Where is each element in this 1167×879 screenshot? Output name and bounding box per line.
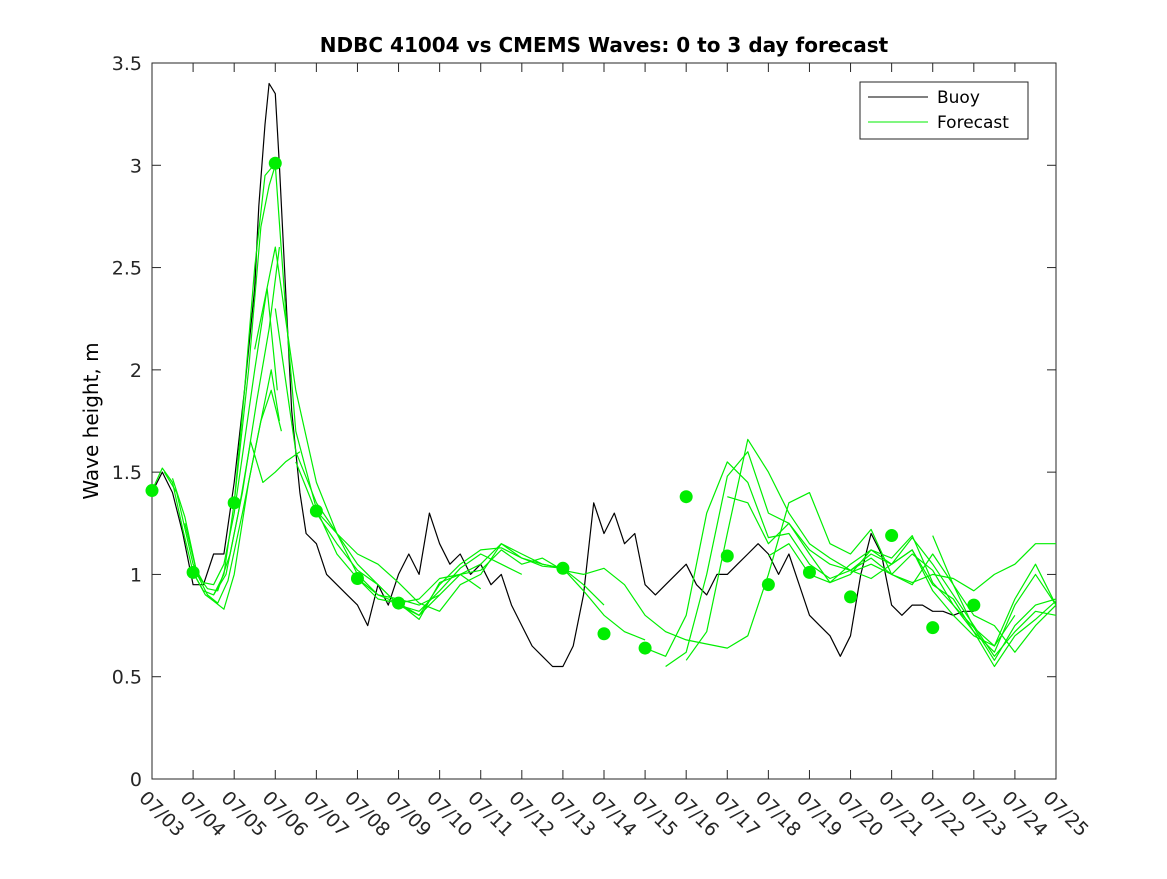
forecast-series-line: [685, 438, 1056, 668]
forecast-start-marker: [309, 504, 323, 518]
legend-label-forecast: Forecast: [937, 113, 1009, 133]
plot-area: [151, 62, 1057, 780]
forecast-start-marker: [885, 529, 899, 543]
forecast-series-line: [184, 369, 280, 604]
forecast-start-marker: [597, 627, 611, 641]
y-tick-label: 3.5: [112, 53, 142, 75]
forecast-series-line: [850, 553, 1056, 653]
y-tick-label: 0.5: [112, 667, 142, 689]
forecast-start-marker: [227, 496, 241, 510]
y-axis-label: Wave height, m: [79, 342, 103, 499]
forecast-series-line: [163, 287, 278, 586]
forecast-series-line: [171, 247, 280, 592]
buoy-series-line: [152, 82, 974, 668]
forecast-series-line: [213, 440, 301, 596]
y-tick-label: 1.5: [112, 462, 142, 484]
forecast-start-marker: [802, 565, 816, 579]
forecast-start-marker: [844, 590, 858, 604]
y-tick-label: 3: [130, 155, 142, 177]
legend-label-buoy: Buoy: [937, 88, 980, 108]
axis-ticks: [151, 62, 1057, 780]
forecast-start-marker: [186, 565, 200, 579]
legend-box: [859, 81, 1029, 140]
forecast-series-line: [315, 510, 564, 612]
forecast-start-marker: [679, 490, 693, 504]
forecast-start-marker: [638, 641, 652, 655]
forecast-series-line: [398, 547, 646, 641]
forecast-start-marker: [761, 578, 775, 592]
forecast-start-marker: [926, 621, 940, 635]
forecast-start-marker: [720, 549, 734, 563]
y-tick-label: 0: [130, 769, 142, 791]
y-tick-label: 1: [130, 564, 142, 586]
marker-layer: [145, 156, 981, 655]
forecast-series-line: [254, 246, 440, 606]
forecast-series-line: [932, 535, 1056, 647]
y-tick-label: 2.5: [112, 258, 142, 280]
y-tick-label: 2: [130, 360, 142, 382]
forecast-series-line: [192, 389, 282, 610]
forecast-series-line: [768, 534, 1056, 661]
forecast-start-marker: [268, 156, 282, 170]
forecast-series-line: [295, 461, 523, 612]
forecast-start-marker: [145, 484, 159, 498]
forecast-start-marker: [556, 561, 570, 575]
forecast-start-marker: [392, 596, 406, 610]
forecast-start-marker: [967, 598, 981, 612]
legend: Buoy Forecast: [859, 81, 1029, 140]
forecast-start-marker: [350, 572, 364, 586]
chart-title: NDBC 41004 vs CMEMS Waves: 0 to 3 day fo…: [320, 33, 889, 57]
